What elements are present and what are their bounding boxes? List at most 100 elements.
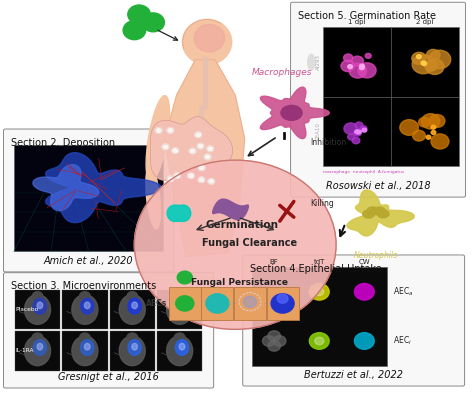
Circle shape: [417, 55, 421, 58]
Circle shape: [199, 165, 205, 171]
Circle shape: [422, 62, 427, 66]
Circle shape: [177, 271, 192, 284]
Text: Bertuzzi et al., 2022: Bertuzzi et al., 2022: [304, 370, 403, 380]
Ellipse shape: [281, 105, 302, 120]
Polygon shape: [260, 87, 329, 139]
Circle shape: [155, 128, 162, 133]
Circle shape: [310, 284, 329, 300]
Circle shape: [427, 49, 440, 61]
Ellipse shape: [377, 210, 389, 218]
Circle shape: [195, 132, 201, 137]
Circle shape: [421, 61, 426, 65]
FancyBboxPatch shape: [62, 290, 108, 329]
Circle shape: [341, 60, 355, 71]
Ellipse shape: [174, 333, 185, 341]
Ellipse shape: [84, 302, 90, 308]
Circle shape: [358, 63, 376, 78]
Circle shape: [348, 65, 353, 69]
FancyBboxPatch shape: [291, 2, 465, 197]
Ellipse shape: [37, 343, 43, 350]
Text: 2 dpi: 2 dpi: [416, 19, 434, 25]
Ellipse shape: [25, 295, 51, 324]
Circle shape: [243, 296, 256, 307]
Text: Section 5. Germination Rate: Section 5. Germination Rate: [298, 11, 436, 21]
Polygon shape: [33, 165, 99, 211]
Text: CW: CW: [358, 259, 370, 265]
Text: Placebo: Placebo: [16, 307, 39, 312]
Ellipse shape: [146, 166, 161, 229]
Circle shape: [188, 173, 194, 179]
Circle shape: [310, 333, 329, 349]
Circle shape: [365, 53, 371, 58]
FancyBboxPatch shape: [15, 290, 60, 329]
Polygon shape: [167, 205, 191, 222]
Ellipse shape: [33, 298, 46, 314]
Circle shape: [426, 59, 444, 74]
Circle shape: [412, 52, 426, 64]
FancyBboxPatch shape: [252, 267, 387, 365]
Circle shape: [419, 117, 430, 127]
Circle shape: [362, 128, 367, 132]
Circle shape: [268, 340, 281, 351]
Text: Section 2. Deposition: Section 2. Deposition: [11, 138, 115, 148]
Ellipse shape: [127, 292, 137, 300]
Circle shape: [412, 130, 425, 141]
Circle shape: [176, 296, 194, 311]
Circle shape: [347, 134, 355, 140]
Ellipse shape: [182, 19, 232, 65]
FancyBboxPatch shape: [3, 129, 174, 272]
Circle shape: [355, 333, 374, 349]
Text: Section 3. Microenvironments: Section 3. Microenvironments: [11, 281, 156, 292]
Ellipse shape: [132, 343, 137, 350]
Ellipse shape: [175, 298, 189, 314]
Text: Neutrophils: Neutrophils: [354, 251, 398, 260]
Circle shape: [167, 128, 173, 133]
Circle shape: [431, 134, 449, 149]
Circle shape: [431, 125, 436, 129]
Text: AEC$_i$: AEC$_i$: [392, 335, 411, 347]
FancyBboxPatch shape: [169, 287, 201, 320]
Circle shape: [421, 114, 440, 129]
Ellipse shape: [167, 295, 192, 324]
Ellipse shape: [84, 343, 90, 350]
Ellipse shape: [119, 295, 146, 324]
Circle shape: [271, 294, 294, 313]
Ellipse shape: [374, 207, 385, 215]
FancyBboxPatch shape: [14, 145, 164, 252]
Text: Section 4.Epithelial Uptake: Section 4.Epithelial Uptake: [250, 263, 382, 274]
Text: tdT: tdT: [314, 259, 325, 265]
Circle shape: [273, 336, 286, 346]
FancyBboxPatch shape: [243, 255, 465, 386]
Text: BF: BF: [270, 259, 279, 265]
Text: IL-1RA: IL-1RA: [16, 348, 34, 353]
Circle shape: [429, 115, 445, 128]
Circle shape: [344, 54, 353, 62]
FancyBboxPatch shape: [109, 331, 155, 371]
Circle shape: [349, 63, 366, 78]
FancyBboxPatch shape: [109, 290, 155, 329]
FancyBboxPatch shape: [157, 290, 202, 329]
Ellipse shape: [80, 292, 90, 300]
Circle shape: [315, 337, 324, 345]
Circle shape: [315, 288, 324, 295]
FancyBboxPatch shape: [194, 60, 215, 85]
Circle shape: [174, 173, 181, 179]
Text: AEC$_a$: AEC$_a$: [392, 286, 413, 298]
Circle shape: [426, 135, 431, 139]
Ellipse shape: [175, 340, 189, 356]
Polygon shape: [213, 199, 248, 220]
Circle shape: [352, 137, 360, 144]
FancyBboxPatch shape: [323, 28, 459, 166]
Ellipse shape: [194, 24, 225, 52]
Text: 1 dpi: 1 dpi: [348, 19, 366, 25]
Ellipse shape: [37, 302, 43, 308]
Circle shape: [400, 120, 419, 135]
Circle shape: [354, 130, 361, 136]
Text: AECs: AECs: [146, 299, 167, 308]
Text: Gresnigt et al., 2016: Gresnigt et al., 2016: [58, 372, 159, 382]
Circle shape: [128, 5, 150, 24]
Circle shape: [260, 282, 277, 297]
Text: Fungal Persistance: Fungal Persistance: [191, 278, 288, 287]
Circle shape: [206, 294, 229, 313]
Circle shape: [344, 123, 357, 134]
